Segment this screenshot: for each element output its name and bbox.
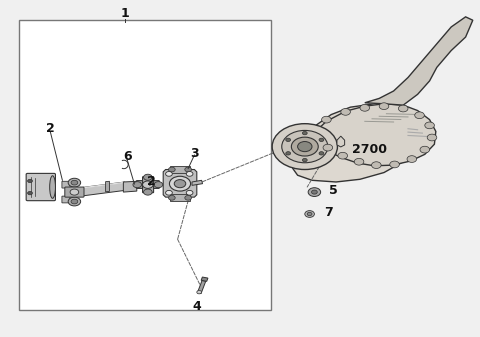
Circle shape [360, 104, 370, 111]
Circle shape [302, 131, 307, 135]
Polygon shape [170, 194, 190, 201]
Polygon shape [192, 180, 203, 185]
Circle shape [174, 180, 186, 188]
Text: 4: 4 [192, 300, 201, 313]
Circle shape [185, 167, 192, 172]
FancyBboxPatch shape [65, 187, 84, 197]
Circle shape [341, 109, 350, 115]
Circle shape [185, 195, 192, 200]
Circle shape [71, 180, 78, 185]
Circle shape [143, 181, 153, 188]
Circle shape [154, 182, 163, 188]
Circle shape [398, 105, 408, 112]
Bar [197, 280, 206, 294]
FancyBboxPatch shape [62, 196, 70, 203]
Circle shape [286, 152, 290, 155]
Circle shape [322, 116, 331, 123]
Circle shape [168, 167, 175, 172]
Circle shape [282, 130, 328, 163]
Polygon shape [365, 17, 473, 105]
Circle shape [71, 199, 78, 204]
Polygon shape [290, 104, 413, 182]
Text: 2: 2 [46, 122, 55, 134]
Circle shape [305, 211, 314, 217]
Circle shape [407, 156, 417, 162]
Circle shape [144, 174, 152, 180]
Circle shape [168, 195, 175, 200]
Circle shape [323, 144, 333, 151]
Circle shape [286, 138, 290, 142]
Polygon shape [163, 170, 197, 197]
Polygon shape [337, 136, 345, 147]
Circle shape [28, 179, 33, 183]
Circle shape [420, 146, 430, 153]
Circle shape [28, 191, 33, 195]
Circle shape [298, 142, 312, 152]
Circle shape [319, 138, 324, 142]
Circle shape [133, 182, 142, 188]
Circle shape [302, 158, 307, 162]
Polygon shape [123, 181, 137, 192]
Circle shape [372, 162, 381, 168]
Circle shape [197, 290, 202, 294]
Text: 1: 1 [120, 7, 129, 20]
FancyBboxPatch shape [62, 181, 70, 188]
Text: 5: 5 [329, 184, 338, 197]
Circle shape [308, 188, 321, 196]
Circle shape [166, 172, 172, 176]
Polygon shape [106, 181, 109, 192]
Circle shape [70, 189, 79, 195]
Text: 7: 7 [324, 206, 333, 219]
Bar [19, 20, 271, 310]
Bar [201, 277, 208, 281]
Circle shape [169, 176, 191, 191]
Polygon shape [312, 104, 436, 166]
Circle shape [415, 112, 424, 119]
Polygon shape [81, 182, 125, 196]
Circle shape [272, 124, 337, 170]
Circle shape [312, 190, 317, 194]
Circle shape [186, 190, 193, 195]
Circle shape [427, 134, 437, 141]
Text: 2: 2 [147, 176, 156, 188]
Circle shape [291, 137, 318, 156]
Polygon shape [170, 166, 190, 173]
Circle shape [338, 152, 348, 159]
Polygon shape [81, 182, 125, 189]
Circle shape [307, 212, 312, 216]
Circle shape [186, 172, 193, 176]
FancyBboxPatch shape [136, 181, 159, 188]
Ellipse shape [50, 176, 56, 198]
FancyBboxPatch shape [26, 173, 56, 201]
Text: 2700: 2700 [352, 144, 387, 156]
FancyBboxPatch shape [143, 177, 154, 193]
Circle shape [390, 161, 399, 168]
Circle shape [68, 197, 81, 206]
Text: 6: 6 [123, 150, 132, 163]
Circle shape [144, 189, 152, 195]
Circle shape [166, 190, 172, 195]
Text: 3: 3 [190, 147, 199, 160]
Circle shape [425, 122, 434, 129]
Circle shape [379, 103, 389, 110]
Circle shape [68, 178, 81, 187]
Circle shape [354, 158, 364, 165]
Circle shape [319, 152, 324, 155]
